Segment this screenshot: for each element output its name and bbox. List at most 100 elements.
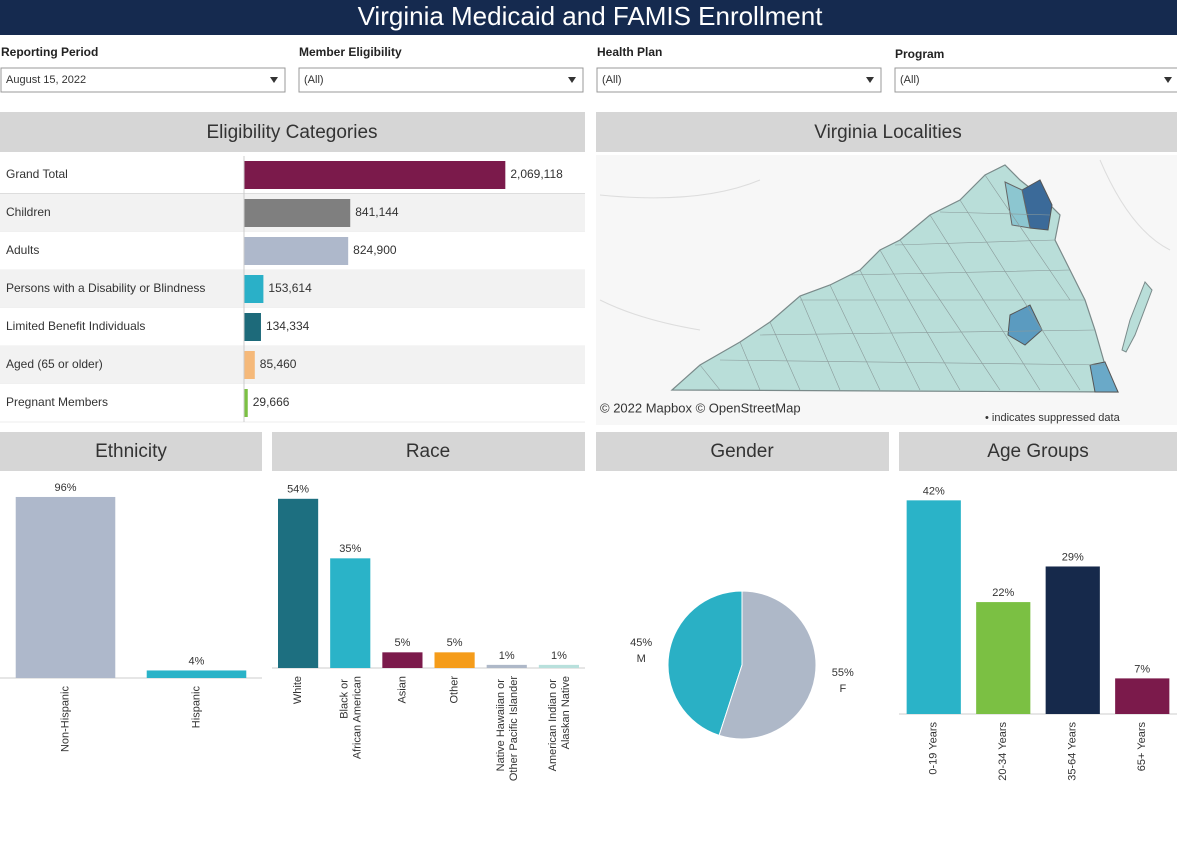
filter-label: Reporting Period [1,45,98,59]
x-tick-label: Asian [396,676,408,704]
dropdown-value: August 15, 2022 [6,74,86,86]
category-label: Aged (65 or older) [6,357,103,371]
x-tick-label: Non-Hispanic [59,686,71,753]
category-label: Pregnant Members [6,395,108,409]
bar [538,664,580,668]
dropdown-arrow [866,77,874,83]
header-bar [0,0,1177,35]
map-note: • indicates suppressed data [985,412,1121,424]
value-label: 5% [394,637,410,649]
value-label: 96% [54,482,76,494]
value-label: 54% [287,484,309,496]
panel-header [0,112,585,152]
label-line: Black or [338,676,350,719]
pie-slice [718,590,817,740]
panel-title: Ethnicity [95,441,167,462]
dropdown-value: (All) [900,74,920,86]
value-label: 1% [551,650,567,662]
bar [146,670,247,678]
category-label: Grand Total [6,167,68,181]
value-label: 1% [499,650,515,662]
label-line: Native Hawaiian or [495,676,507,771]
dropdown[interactable]: August 15, 2022 [0,67,286,93]
map-attribution: © 2022 Mapbox © OpenStreetMap [600,400,801,415]
label-line: Alaskan Native [560,676,572,749]
x-tick-label: Other [448,676,460,704]
dropdown[interactable]: (All) [596,67,882,93]
x-tick-label: White [292,676,304,704]
panel-header [596,112,1177,152]
dropdown-box[interactable] [0,67,286,93]
bar [1045,566,1100,714]
value-label: 2,069,118 [510,167,563,181]
page-title: Virginia Medicaid and FAMIS Enrollment [358,1,824,31]
county-lines [699,174,1106,391]
bar [330,558,371,668]
panel-title: Gender [710,441,774,462]
dropdown-arrow [1164,77,1172,83]
value-label: 29% [1062,551,1084,563]
value-label: 45% [630,637,652,649]
bar [906,500,961,714]
x-tick-label: Native Hawaiian or Other Pacific Islande… [495,676,520,781]
label-line: African American [351,676,363,759]
value-label: 29,666 [253,395,290,409]
bar [976,602,1031,714]
row-background [0,384,585,422]
x-tick-label: Black or African American [338,676,363,759]
x-tick-label: American Indian or Alaskan Native [547,676,572,771]
panel-header [596,432,889,471]
value-label: 35% [339,543,361,555]
x-tick-label: 35-64 Years [1067,722,1079,781]
dropdown[interactable]: (All) [894,67,1177,93]
bar [244,351,255,379]
x-tick-label: Hispanic [190,686,202,729]
category-label: Persons with a Disability or Blindness [6,281,205,295]
bar [244,161,506,189]
map[interactable]: © 2022 Mapbox © OpenStreetMap • indicate… [596,155,1177,425]
pie-slice [667,590,743,737]
value-label: 841,144 [355,205,399,219]
panel-title: Eligibility Categories [206,122,377,143]
bar [244,313,261,341]
category-label: F [839,683,846,695]
map-region [1004,181,1031,229]
x-tick-label: 20-34 Years [997,722,1009,781]
value-label: 7% [1134,663,1150,675]
bar [1115,678,1170,714]
bar [434,652,475,668]
filter-label: Health Plan [597,45,662,59]
bar [382,652,423,668]
eastern-shore [1121,281,1153,353]
bar [486,664,527,668]
value-label: 42% [923,485,945,497]
dropdown-box[interactable] [596,67,882,93]
bar [244,237,349,265]
dropdown-box[interactable] [298,67,584,93]
dropdown-box[interactable] [894,67,1177,93]
bar [244,389,248,417]
category-label: M [637,653,646,665]
label-line: American Indian or [547,676,559,771]
dropdown-value: (All) [602,74,622,86]
panel-title: Race [406,441,450,462]
bar [244,275,264,303]
panel-header [899,432,1177,471]
category-label: Adults [6,243,39,257]
value-label: 5% [447,637,463,649]
value-label: 153,614 [268,281,312,295]
bar [244,199,351,227]
dropdown[interactable]: (All) [298,67,584,93]
dropdown-arrow [270,77,278,83]
row-background [0,270,585,308]
dropdown-value: (All) [304,74,324,86]
value-label: 134,334 [266,319,310,333]
row-background [0,308,585,346]
row-background [0,346,585,384]
dropdown-arrow [568,77,576,83]
category-label: Children [6,205,51,219]
bar [15,496,116,678]
label-line: Other Pacific Islander [508,676,520,781]
panel-header [0,432,262,471]
